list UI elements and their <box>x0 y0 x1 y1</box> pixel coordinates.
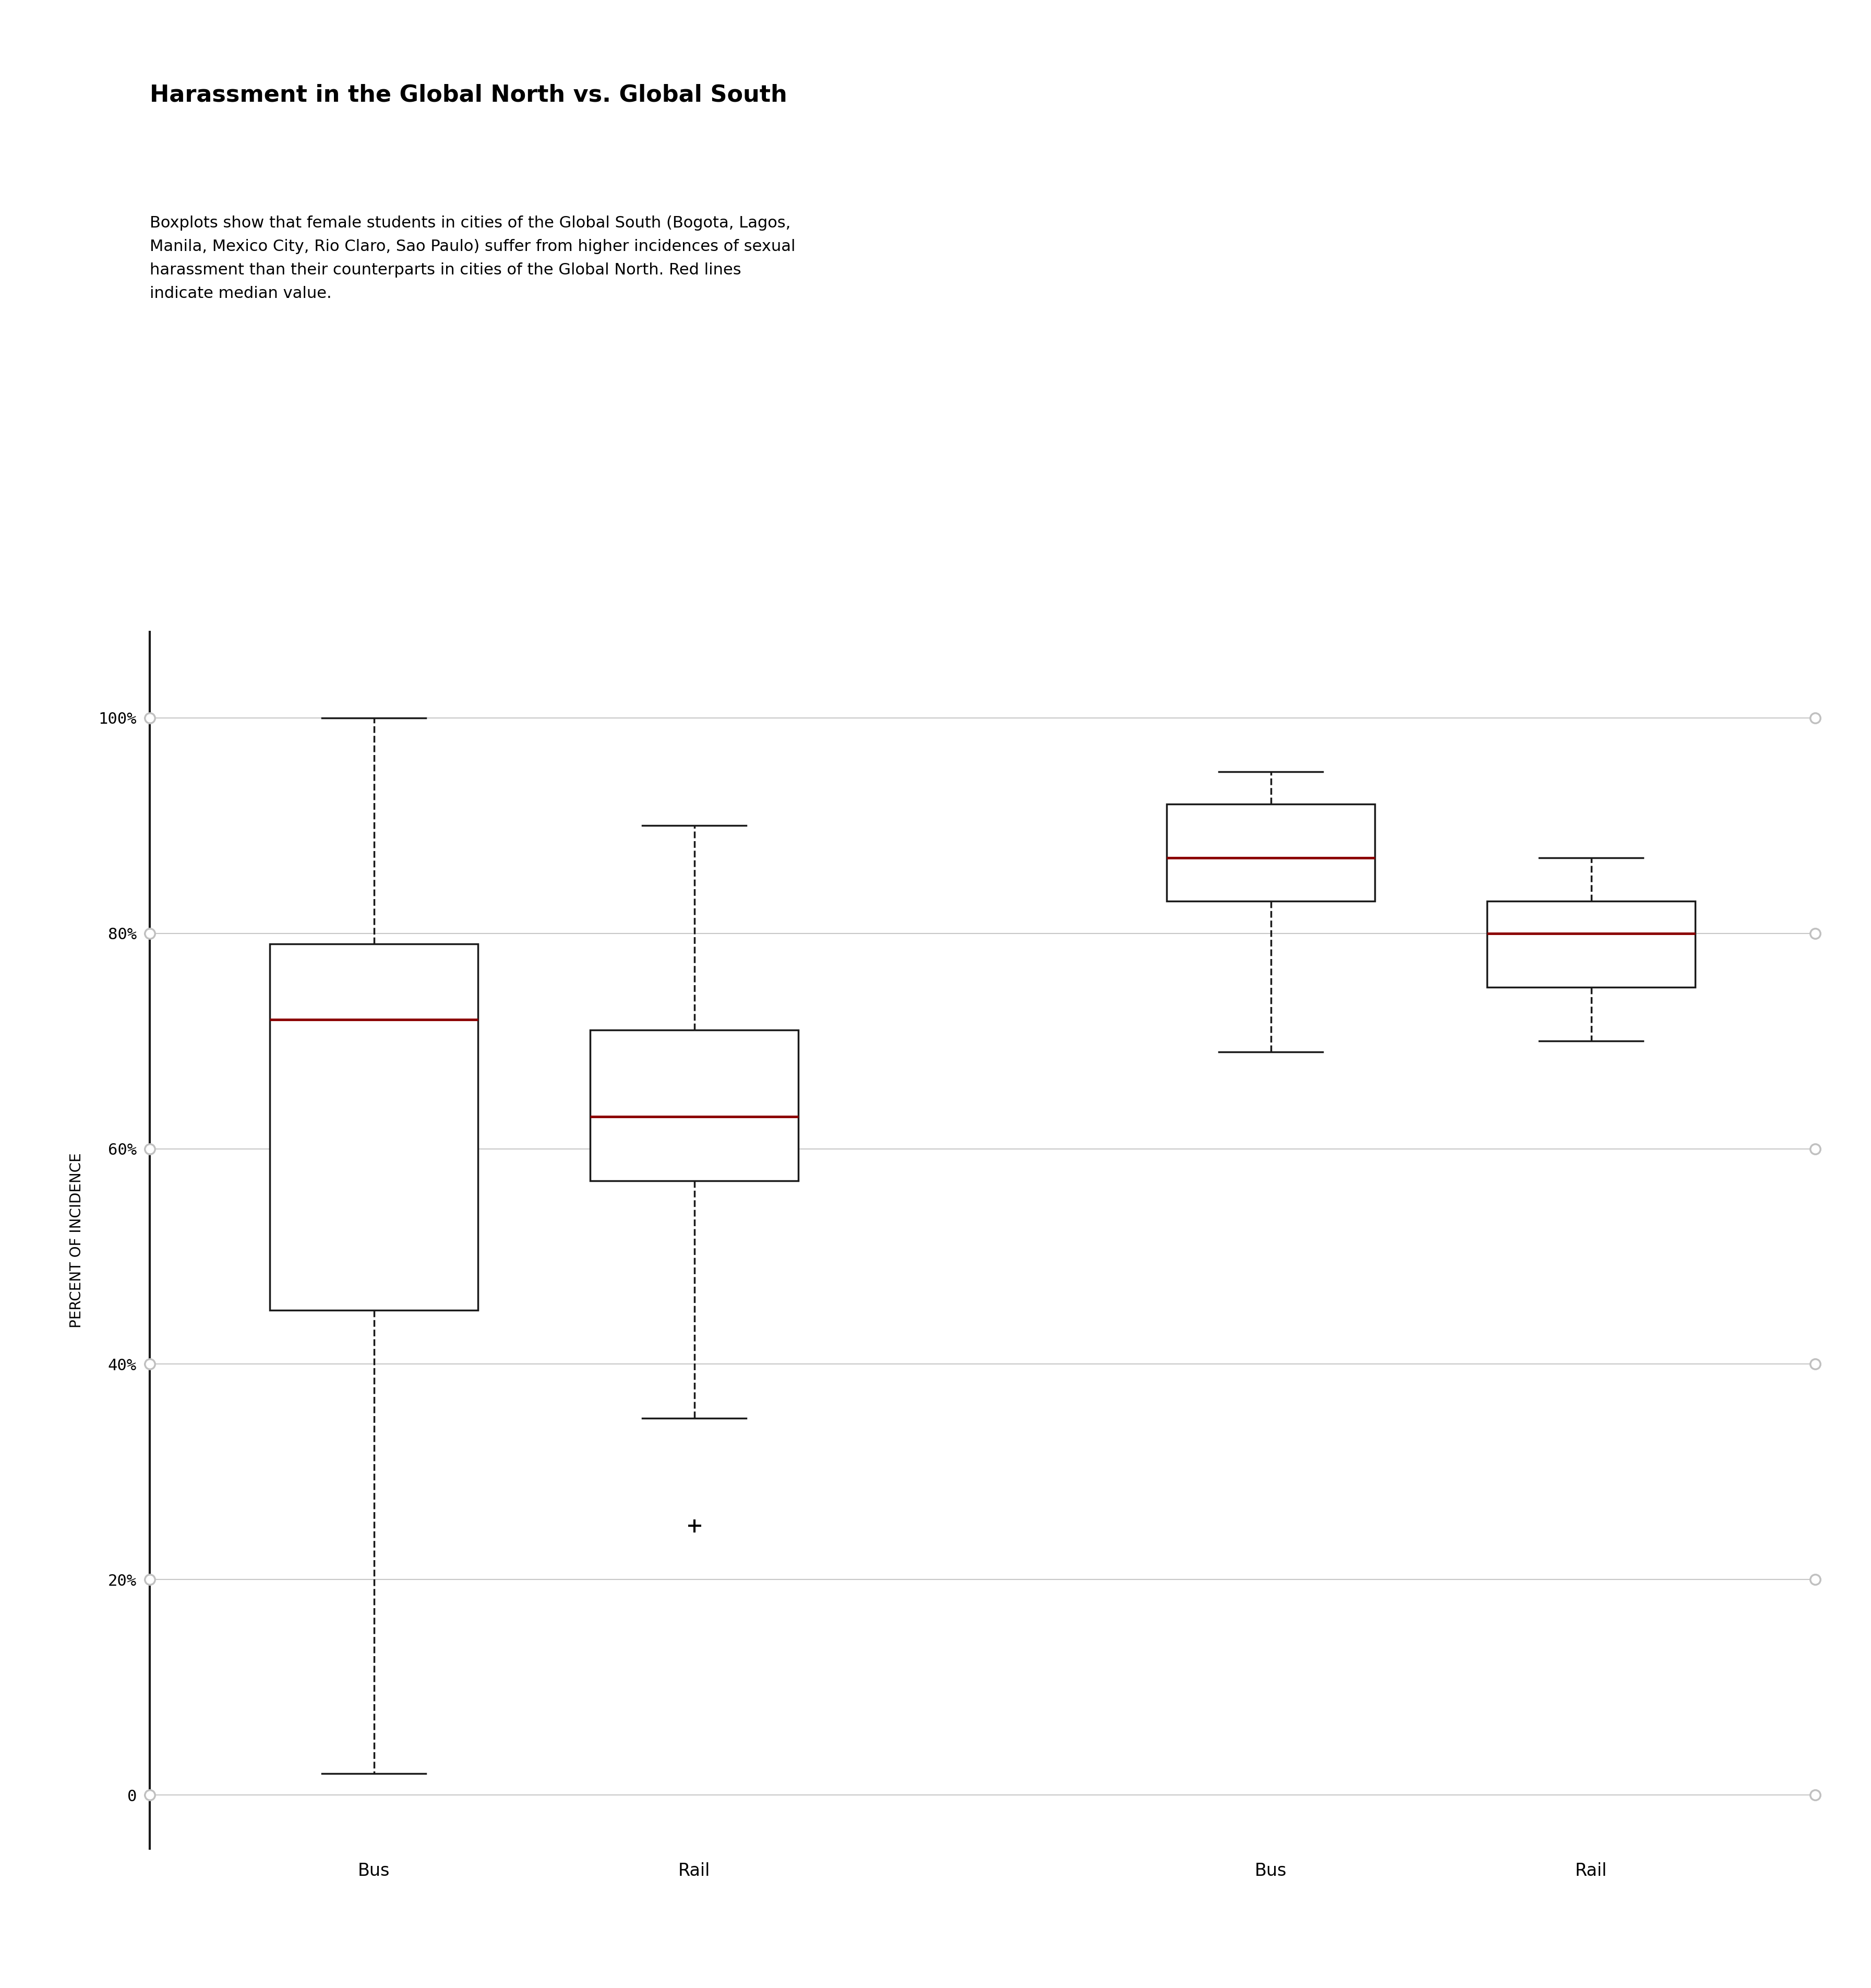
Y-axis label: PERCENT OF INCIDENCE: PERCENT OF INCIDENCE <box>69 1153 84 1328</box>
PathPatch shape <box>1166 803 1375 901</box>
PathPatch shape <box>1487 901 1695 988</box>
PathPatch shape <box>269 944 477 1310</box>
Text: Harassment in the Global North vs. Global South: Harassment in the Global North vs. Globa… <box>150 83 788 107</box>
Text: Boxplots show that female students in cities of the Global South (Bogota, Lagos,: Boxplots show that female students in ci… <box>150 215 795 300</box>
PathPatch shape <box>589 1030 799 1181</box>
